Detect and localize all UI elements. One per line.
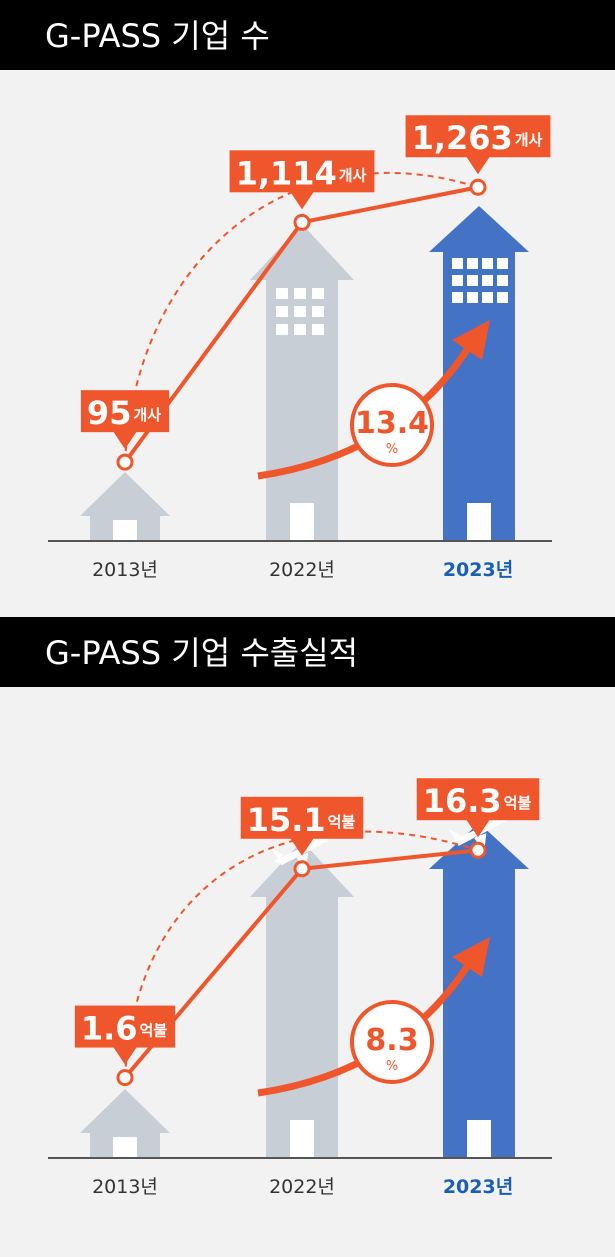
value-label: 15.1 xyxy=(247,801,326,839)
window xyxy=(294,306,306,317)
value-callout: 1,114 개사 xyxy=(229,150,375,210)
window xyxy=(276,306,288,317)
door xyxy=(113,520,137,541)
value-label: 95 xyxy=(87,394,132,432)
value-label: 1,263 xyxy=(412,119,513,157)
value-callout: 1,263 개사 xyxy=(405,115,551,175)
window xyxy=(452,275,463,286)
window xyxy=(467,275,478,286)
data-point xyxy=(116,453,134,471)
building-body xyxy=(266,895,338,1158)
dashed-arc xyxy=(124,830,479,1078)
value-callout: 15.1 억불 xyxy=(240,796,364,856)
header-title: G-PASS 기업 수 xyxy=(45,17,270,55)
x-tick-label: 2022년 xyxy=(269,1176,335,1198)
data-point xyxy=(469,841,487,859)
building-body xyxy=(266,278,338,541)
window xyxy=(452,258,463,269)
data-point xyxy=(293,860,311,878)
callout-pointer xyxy=(290,191,314,210)
window xyxy=(312,324,324,335)
data-point xyxy=(293,213,311,231)
callout-box xyxy=(229,150,375,193)
growth-unit: % xyxy=(386,1059,398,1074)
growth-rate: 13.4 xyxy=(355,406,429,441)
window xyxy=(497,275,508,286)
value-unit: 억불 xyxy=(504,794,532,812)
header-bar xyxy=(0,0,615,70)
growth-arrowhead xyxy=(452,937,490,977)
house xyxy=(80,1089,170,1133)
window xyxy=(276,288,288,299)
header-title: G-PASS 기업 수출실적 xyxy=(45,634,358,672)
callout-box xyxy=(80,390,170,433)
value-label: 16.3 xyxy=(423,782,502,820)
window xyxy=(497,258,508,269)
window xyxy=(482,275,493,286)
x-tick-label: 2023년 xyxy=(443,559,513,581)
callout-pointer xyxy=(113,431,137,450)
growth-unit: % xyxy=(386,442,398,457)
header-bar xyxy=(0,617,615,687)
window xyxy=(467,258,478,269)
callout-pointer xyxy=(466,156,490,175)
growth-rate: 8.3 xyxy=(365,1023,418,1058)
value-callout: 16.3 억불 xyxy=(416,778,540,838)
value-unit: 개사 xyxy=(515,131,543,149)
window xyxy=(452,292,463,303)
building-roof xyxy=(250,224,354,280)
window xyxy=(467,292,478,303)
window xyxy=(312,288,324,299)
house xyxy=(80,472,170,516)
callout-box xyxy=(240,796,364,839)
growth-circle xyxy=(350,383,434,467)
door xyxy=(467,1120,491,1158)
door xyxy=(290,1120,314,1158)
door xyxy=(113,1137,137,1158)
value-callout: 95 개사 xyxy=(80,390,170,450)
value-unit: 개사 xyxy=(133,406,161,424)
value-callout: 1.6 억불 xyxy=(74,1005,176,1065)
x-tick-label: 2013년 xyxy=(92,1176,158,1198)
value-unit: 억불 xyxy=(140,1022,168,1040)
window xyxy=(294,324,306,335)
window xyxy=(312,306,324,317)
callout-box xyxy=(74,1005,176,1048)
callout-pointer xyxy=(466,819,490,838)
callout-pointer xyxy=(113,1046,137,1065)
x-tick-label: 2013년 xyxy=(92,559,158,581)
door xyxy=(290,503,314,541)
growth-circle xyxy=(350,1000,434,1084)
window xyxy=(482,292,493,303)
callout-pointer xyxy=(290,837,314,856)
window xyxy=(294,288,306,299)
building-roof xyxy=(429,206,529,252)
growth-arrowhead xyxy=(452,320,490,360)
window xyxy=(497,292,508,303)
value-unit: 개사 xyxy=(339,166,367,184)
callout-box xyxy=(416,778,540,821)
data-point xyxy=(116,1069,134,1087)
value-label: 1.6 xyxy=(81,1010,138,1048)
door xyxy=(467,503,491,541)
callout-box xyxy=(405,115,551,158)
building-body xyxy=(443,867,515,1158)
x-tick-label: 2023년 xyxy=(443,1176,513,1198)
data-point xyxy=(469,178,487,196)
value-unit: 억불 xyxy=(328,813,356,831)
window xyxy=(482,258,493,269)
x-tick-label: 2022년 xyxy=(269,559,335,581)
value-label: 1,114 xyxy=(236,154,337,192)
dashed-arc xyxy=(124,171,479,463)
window xyxy=(276,324,288,335)
